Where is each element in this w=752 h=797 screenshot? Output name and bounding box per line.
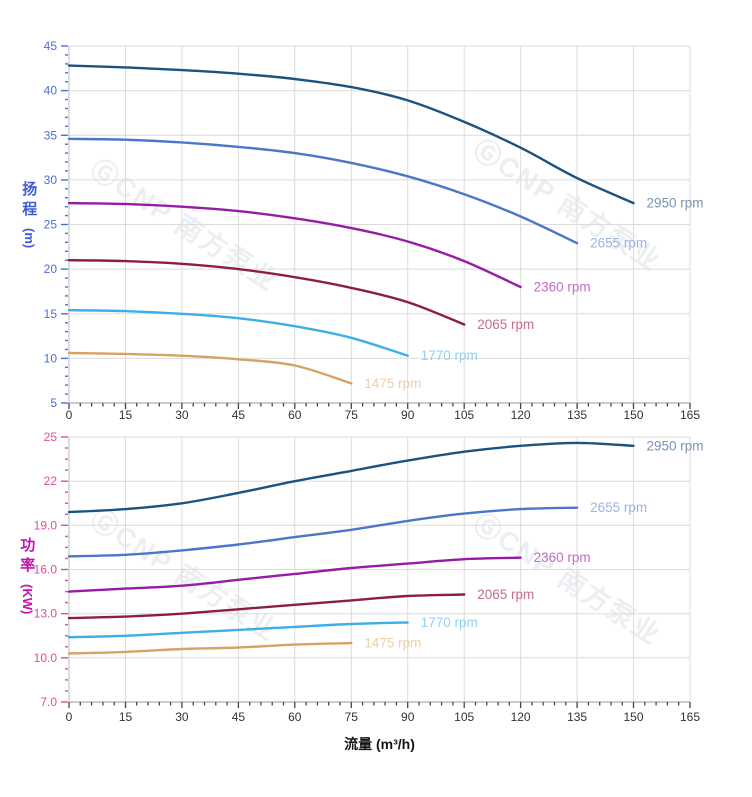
y-tick-label: 20 — [44, 262, 58, 276]
curve-label-1475-rpm: 1475 rpm — [364, 636, 421, 651]
x-tick-label: 45 — [232, 710, 246, 724]
x-tick-label: 105 — [454, 710, 474, 724]
x-tick-label: 120 — [511, 408, 531, 422]
curve-2950-rpm — [67, 441, 635, 514]
x-tick-label: 60 — [288, 408, 302, 422]
y-tick-label: 5 — [50, 396, 57, 410]
head-axis-title: 扬程 (m) — [20, 181, 37, 248]
x-tick-label: 30 — [175, 710, 189, 724]
curve-label-2360-rpm: 2360 rpm — [534, 550, 591, 565]
x-tick-label: 165 — [680, 408, 700, 422]
y-tick-label: 10.0 — [34, 651, 58, 665]
curve-1475-rpm — [67, 641, 353, 655]
y-ticks — [61, 45, 68, 404]
power-axis-title-text: 功率 — [18, 537, 36, 577]
curve-2065-rpm — [67, 259, 466, 326]
gridlines — [69, 436, 691, 703]
y-tick-label: 45 — [44, 39, 58, 53]
x-ticks — [68, 702, 691, 708]
y-tick-label: 15 — [44, 307, 58, 321]
y-tick-label: 30 — [44, 173, 58, 187]
curve-2360-rpm — [67, 556, 522, 593]
curve-2655-rpm — [67, 137, 579, 245]
curve-label-2065-rpm: 2065 rpm — [477, 587, 534, 602]
curve-label-2950-rpm: 2950 rpm — [647, 438, 704, 453]
x-tick-label: 75 — [345, 408, 359, 422]
y-tick-labels: 25 22 19.0 16.0 13.0 10.0 7.0 — [34, 430, 58, 709]
x-tick-labels: 0 15 30 45 60 75 90 105 120 135 150 165 — [66, 408, 701, 422]
curve-label-1770-rpm: 1770 rpm — [421, 615, 478, 630]
curve-label-2655-rpm: 2655 rpm — [590, 500, 647, 515]
power-axis-unit: (KW) — [20, 584, 36, 615]
x-tick-label: 90 — [401, 710, 415, 724]
gridlines — [69, 45, 691, 404]
x-tick-label: 105 — [454, 408, 474, 422]
curve-2065-rpm — [67, 593, 466, 620]
curve-2360-rpm — [67, 201, 522, 289]
curve-label-2360-rpm: 2360 rpm — [534, 280, 591, 295]
head-axis-unit: (m) — [22, 228, 38, 249]
x-tick-label: 0 — [66, 710, 73, 724]
x-tick-label: 45 — [232, 408, 246, 422]
x-tick-label: 150 — [623, 710, 643, 724]
curve-2950-rpm — [67, 64, 635, 205]
curve-label-2065-rpm: 2065 rpm — [477, 317, 534, 332]
curve-1770-rpm — [67, 309, 409, 357]
head-axis-title-text: 扬程 — [20, 181, 38, 221]
curve-label-1475-rpm: 1475 rpm — [364, 376, 421, 391]
y-tick-label: 7.0 — [40, 695, 57, 709]
y-tick-label: 16.0 — [34, 563, 58, 577]
y-ticks — [61, 436, 68, 703]
x-ticks — [68, 403, 691, 409]
x-tick-label: 90 — [401, 408, 415, 422]
x-tick-label: 30 — [175, 408, 189, 422]
x-tick-label: 0 — [66, 408, 73, 422]
y-tick-label: 13.0 — [34, 607, 58, 621]
flow-axis-title: 流量 (m³/h) — [344, 736, 415, 752]
y-tick-labels: 45 40 35 30 25 20 15 10 5 — [44, 39, 58, 410]
x-tick-label: 150 — [623, 408, 643, 422]
y-tick-label: 22 — [44, 474, 58, 488]
curve-2655-rpm — [67, 506, 579, 558]
curve-label-1770-rpm: 1770 rpm — [421, 348, 478, 363]
curve-1770-rpm — [67, 621, 409, 639]
curve-label-2950-rpm: 2950 rpm — [647, 196, 704, 211]
y-tick-label: 25 — [44, 430, 58, 444]
x-tick-labels: 0 15 30 45 60 75 90 105 120 135 150 165 — [66, 710, 701, 724]
x-tick-label: 75 — [345, 710, 359, 724]
curve-label-2655-rpm: 2655 rpm — [590, 236, 647, 251]
y-tick-label: 10 — [44, 351, 58, 365]
x-tick-label: 165 — [680, 710, 700, 724]
y-tick-label: 40 — [44, 84, 58, 98]
power-curves: 25 22 19.0 16.0 13.0 10.0 7.0 0 15 30 45 60 75 90 105 1… — [34, 430, 704, 724]
x-tick-label: 135 — [567, 710, 587, 724]
curve-1475-rpm — [67, 351, 353, 385]
y-tick-label: 35 — [44, 128, 58, 142]
x-tick-label: 135 — [567, 408, 587, 422]
x-tick-label: 120 — [511, 710, 531, 724]
x-tick-label: 60 — [288, 710, 302, 724]
power-axis-title: 功率 (KW) — [18, 537, 35, 614]
x-tick-label: 15 — [119, 408, 133, 422]
y-tick-label: 19.0 — [34, 518, 58, 532]
y-tick-label: 25 — [44, 218, 58, 232]
x-tick-label: 15 — [119, 710, 133, 724]
